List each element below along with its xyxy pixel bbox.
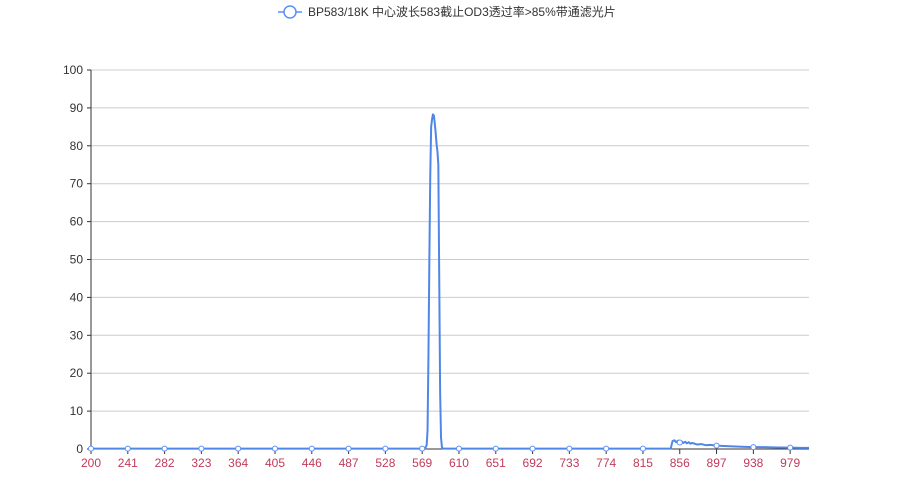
x-tick-label: 569 bbox=[412, 456, 432, 470]
x-tick-label: 897 bbox=[707, 456, 727, 470]
data-point-marker[interactable] bbox=[124, 445, 131, 452]
legend-series-label: BP583/18K 中心波长583截止OD3透过率>85%带通滤光片 bbox=[308, 4, 616, 19]
legend-circle-marker bbox=[283, 5, 297, 19]
x-tick-label: 815 bbox=[633, 456, 653, 470]
series-layer bbox=[91, 113, 809, 450]
x-tick-label: 938 bbox=[743, 456, 763, 470]
data-point-marker[interactable] bbox=[419, 445, 426, 452]
data-point-marker[interactable] bbox=[161, 445, 168, 452]
y-tick-label: 100 bbox=[63, 63, 83, 77]
x-tick-label: 446 bbox=[302, 456, 322, 470]
data-point-marker[interactable] bbox=[198, 445, 205, 452]
y-tick-label: 80 bbox=[70, 139, 84, 153]
data-point-marker[interactable] bbox=[382, 445, 389, 452]
y-tick-label: 60 bbox=[70, 215, 84, 229]
data-point-marker[interactable] bbox=[787, 444, 794, 451]
grid-lines bbox=[91, 69, 809, 412]
data-point-marker[interactable] bbox=[750, 444, 757, 451]
x-axis: 200 241 282 323 364 405 446 487 528 569 610 651 692 7… bbox=[81, 448, 809, 470]
x-tick-label: 487 bbox=[339, 456, 359, 470]
data-point-marker[interactable] bbox=[603, 445, 610, 452]
y-tick-label: 30 bbox=[70, 328, 84, 342]
tick-markers bbox=[88, 439, 794, 452]
y-tick-label: 40 bbox=[70, 290, 84, 304]
y-tick-label: 20 bbox=[70, 366, 84, 380]
data-point-marker[interactable] bbox=[271, 445, 278, 452]
x-tick-label: 200 bbox=[81, 456, 101, 470]
y-tick-label: 0 bbox=[76, 442, 83, 456]
x-tick-label: 692 bbox=[523, 456, 543, 470]
y-tick-label: 90 bbox=[70, 101, 84, 115]
x-tick-label: 528 bbox=[375, 456, 395, 470]
data-point-marker[interactable] bbox=[492, 445, 499, 452]
data-point-marker[interactable] bbox=[235, 445, 242, 452]
y-tick-label: 70 bbox=[70, 177, 84, 191]
x-tick-label: 282 bbox=[155, 456, 175, 470]
y-tick-label: 10 bbox=[70, 404, 84, 418]
x-tick-label: 856 bbox=[670, 456, 690, 470]
x-tick-label: 610 bbox=[449, 456, 469, 470]
x-tick-label: 323 bbox=[191, 456, 211, 470]
x-tick-label: 733 bbox=[559, 456, 579, 470]
legend[interactable]: BP583/18K 中心波长583截止OD3透过率>85%带通滤光片 bbox=[278, 4, 616, 19]
y-tick-label: 50 bbox=[70, 253, 84, 267]
data-point-marker[interactable] bbox=[713, 442, 720, 449]
y-axis: 0 10 20 30 40 50 60 70 80 90 100 bbox=[63, 63, 92, 456]
x-tick-label: 241 bbox=[118, 456, 138, 470]
data-point-marker[interactable] bbox=[308, 445, 315, 452]
data-point-marker[interactable] bbox=[529, 445, 536, 452]
data-point-marker[interactable] bbox=[676, 439, 683, 446]
x-tick-label: 405 bbox=[265, 456, 285, 470]
data-point-marker[interactable] bbox=[639, 445, 646, 452]
data-point-marker[interactable] bbox=[455, 445, 462, 452]
data-point-marker[interactable] bbox=[566, 445, 573, 452]
x-tick-label: 651 bbox=[486, 456, 506, 470]
data-point-marker[interactable] bbox=[345, 445, 352, 452]
series-line[interactable] bbox=[91, 113, 809, 450]
x-tick-label: 774 bbox=[596, 456, 616, 470]
x-tick-label: 979 bbox=[780, 456, 800, 470]
data-point-marker[interactable] bbox=[88, 445, 94, 452]
x-tick-label: 364 bbox=[228, 456, 248, 470]
